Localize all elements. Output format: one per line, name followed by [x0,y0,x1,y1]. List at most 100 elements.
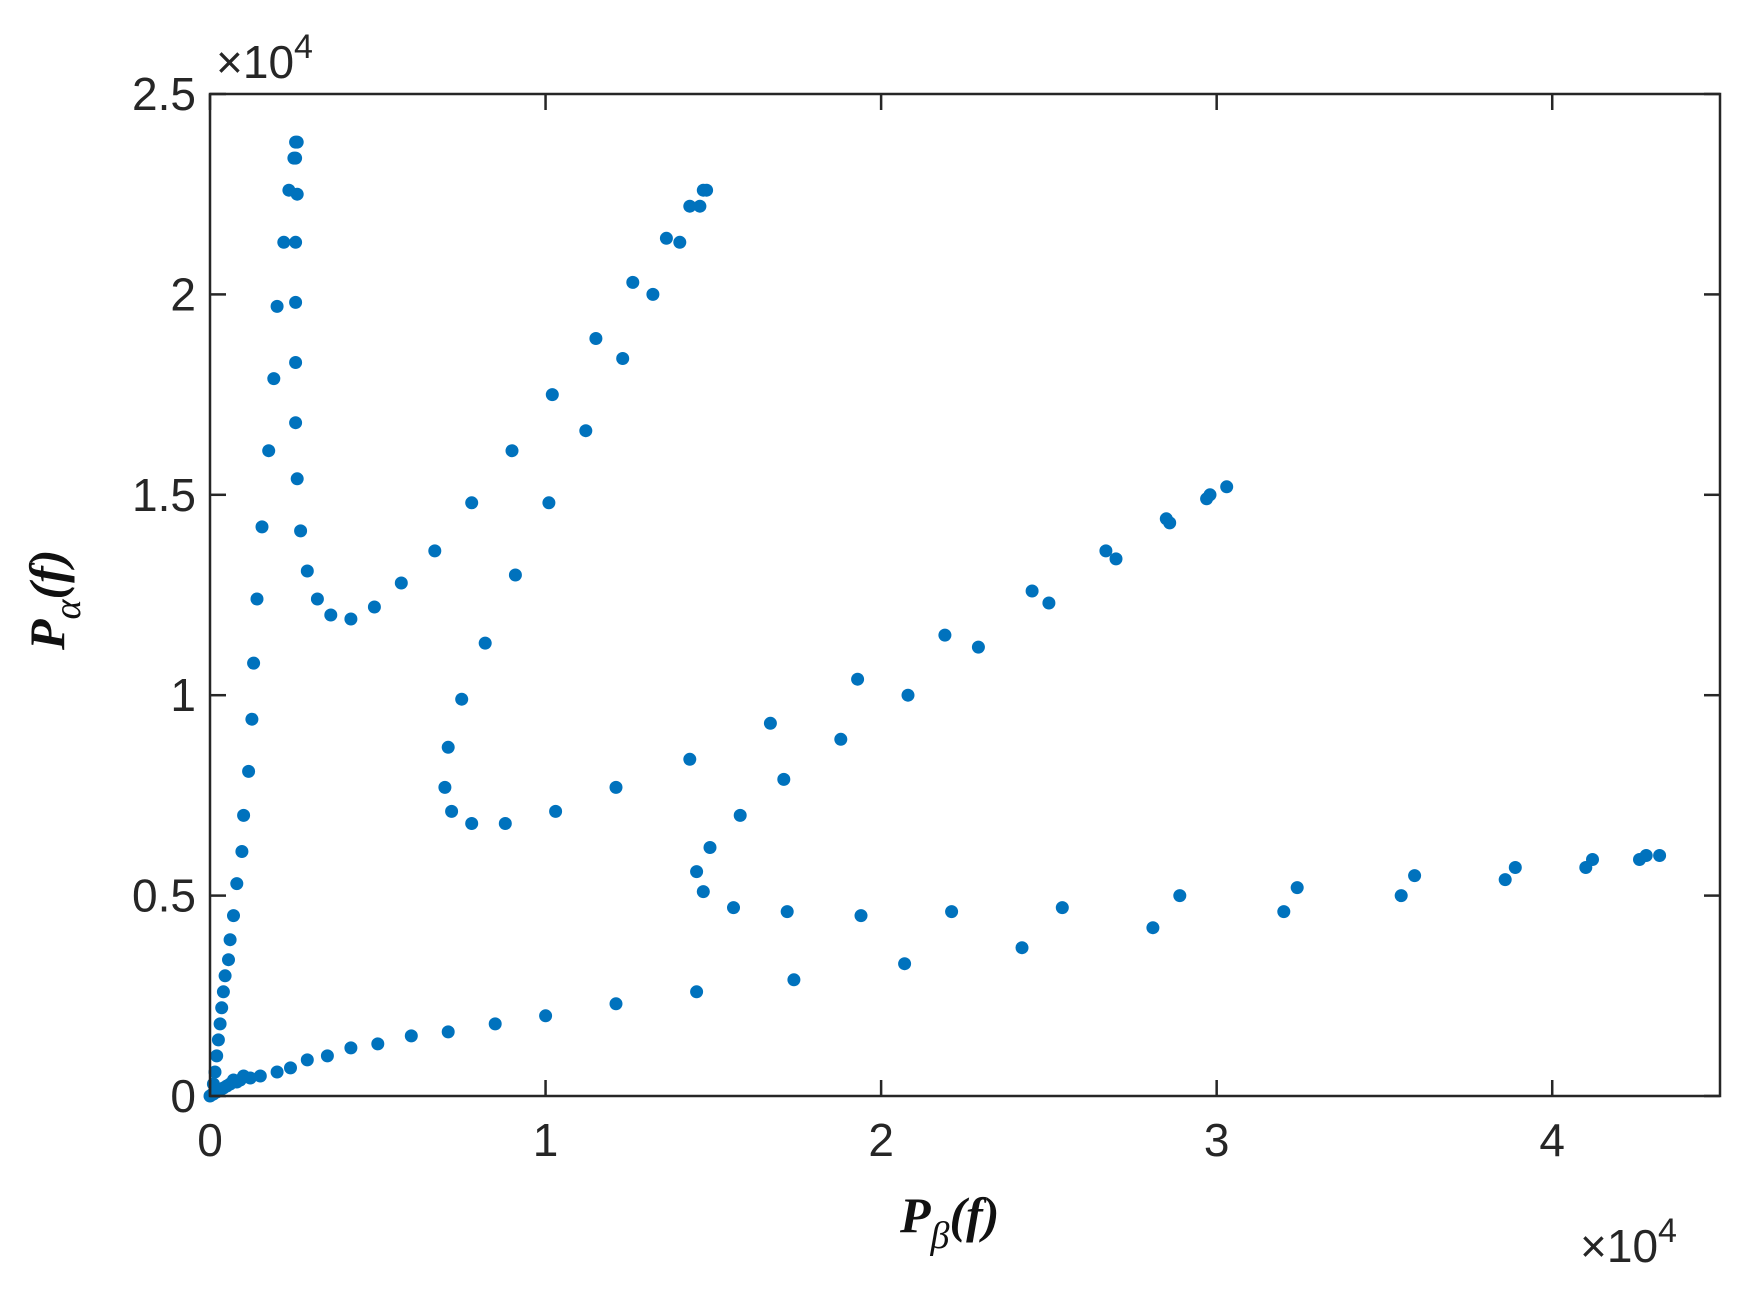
data-point [294,524,308,538]
data-point [498,817,512,830]
y-axis-label-subscript: α [47,598,89,619]
data-point [367,600,381,614]
data-point [371,1037,385,1051]
x-tick-label: 3 [1204,1114,1230,1166]
data-point [609,780,623,794]
data-point [1015,941,1029,955]
data-point [683,199,697,213]
data-point [237,808,251,822]
data-point [1498,873,1512,887]
y-tick-label: 0.5 [132,870,196,922]
data-point [727,901,740,915]
data-point [290,187,304,201]
data-point [683,752,697,766]
data-point [1290,881,1304,895]
data-point [1508,861,1522,874]
data-point [230,877,244,891]
x-axis-label-subscript: β [930,1215,950,1257]
y-axis-label: Pα(f) [19,550,89,651]
y-axis-label-suffix: (f) [19,550,75,600]
x-tick-label: 0 [197,1114,223,1166]
data-point [270,299,284,313]
data-point [255,520,269,534]
x-axis-multiplier-exponent: 4 [1658,1212,1677,1250]
data-point [616,352,630,365]
data-points [203,135,1667,1103]
data-point [1203,488,1217,502]
data-point [545,388,559,402]
data-point [267,372,281,386]
data-point [289,356,303,369]
data-point [290,135,304,149]
data-point [290,472,304,486]
data-point [898,957,912,971]
data-point [1653,849,1667,862]
data-point [289,151,303,165]
data-point [223,933,237,947]
data-point [609,997,623,1011]
y-tick-label: 2 [170,268,196,320]
data-point [659,231,673,245]
data-point [441,740,455,754]
data-point [445,804,459,818]
data-point [696,885,710,899]
data-point [733,808,747,822]
data-point [455,692,469,706]
data-point [1408,869,1422,883]
x-tick-label: 1 [533,1114,559,1166]
data-point [579,424,593,438]
data-point [242,764,256,778]
y-axis-multiplier: ×104 [216,28,313,88]
plot-area-frame [208,92,1722,1098]
data-point [222,953,235,967]
data-point [289,235,303,249]
x-axis-multiplier: ×104 [1580,1212,1677,1272]
data-point [589,332,603,345]
data-point [854,909,868,923]
data-point [277,235,291,249]
data-point [1633,853,1646,866]
data-point [284,1061,297,1075]
data-point [1394,889,1408,903]
data-point [1163,516,1177,530]
data-point [216,985,230,999]
data-point [428,544,442,558]
data-point [1173,889,1187,903]
y-axis-multiplier-exponent: 4 [294,28,313,66]
data-point [703,841,717,854]
data-point [508,568,522,582]
data-point [394,576,408,590]
x-axis-label-suffix: (f) [949,1187,999,1243]
data-point [780,905,794,919]
data-point [777,772,791,786]
data-point [1109,552,1123,566]
data-point [344,612,358,626]
data-point [245,712,259,726]
data-point [300,1053,314,1067]
data-point [465,496,479,510]
data-point [465,817,479,830]
data-point [938,628,952,642]
data-point [210,1049,224,1063]
data-point [478,636,492,650]
data-point [1025,584,1039,598]
data-point [1042,596,1056,610]
data-point [542,496,556,510]
data-point [834,732,848,746]
data-point [247,656,261,670]
data-point [262,444,276,458]
data-point [227,909,240,923]
data-point [626,275,640,289]
x-tick-label: 4 [1539,1114,1565,1166]
data-point [971,640,985,654]
data-point [901,688,915,702]
y-tick-label: 1 [170,669,196,721]
data-point [208,1065,222,1079]
x-tick-label: 2 [868,1114,894,1166]
data-point [270,1065,284,1079]
data-point [324,608,338,622]
data-point [218,969,232,983]
data-point [250,592,264,606]
